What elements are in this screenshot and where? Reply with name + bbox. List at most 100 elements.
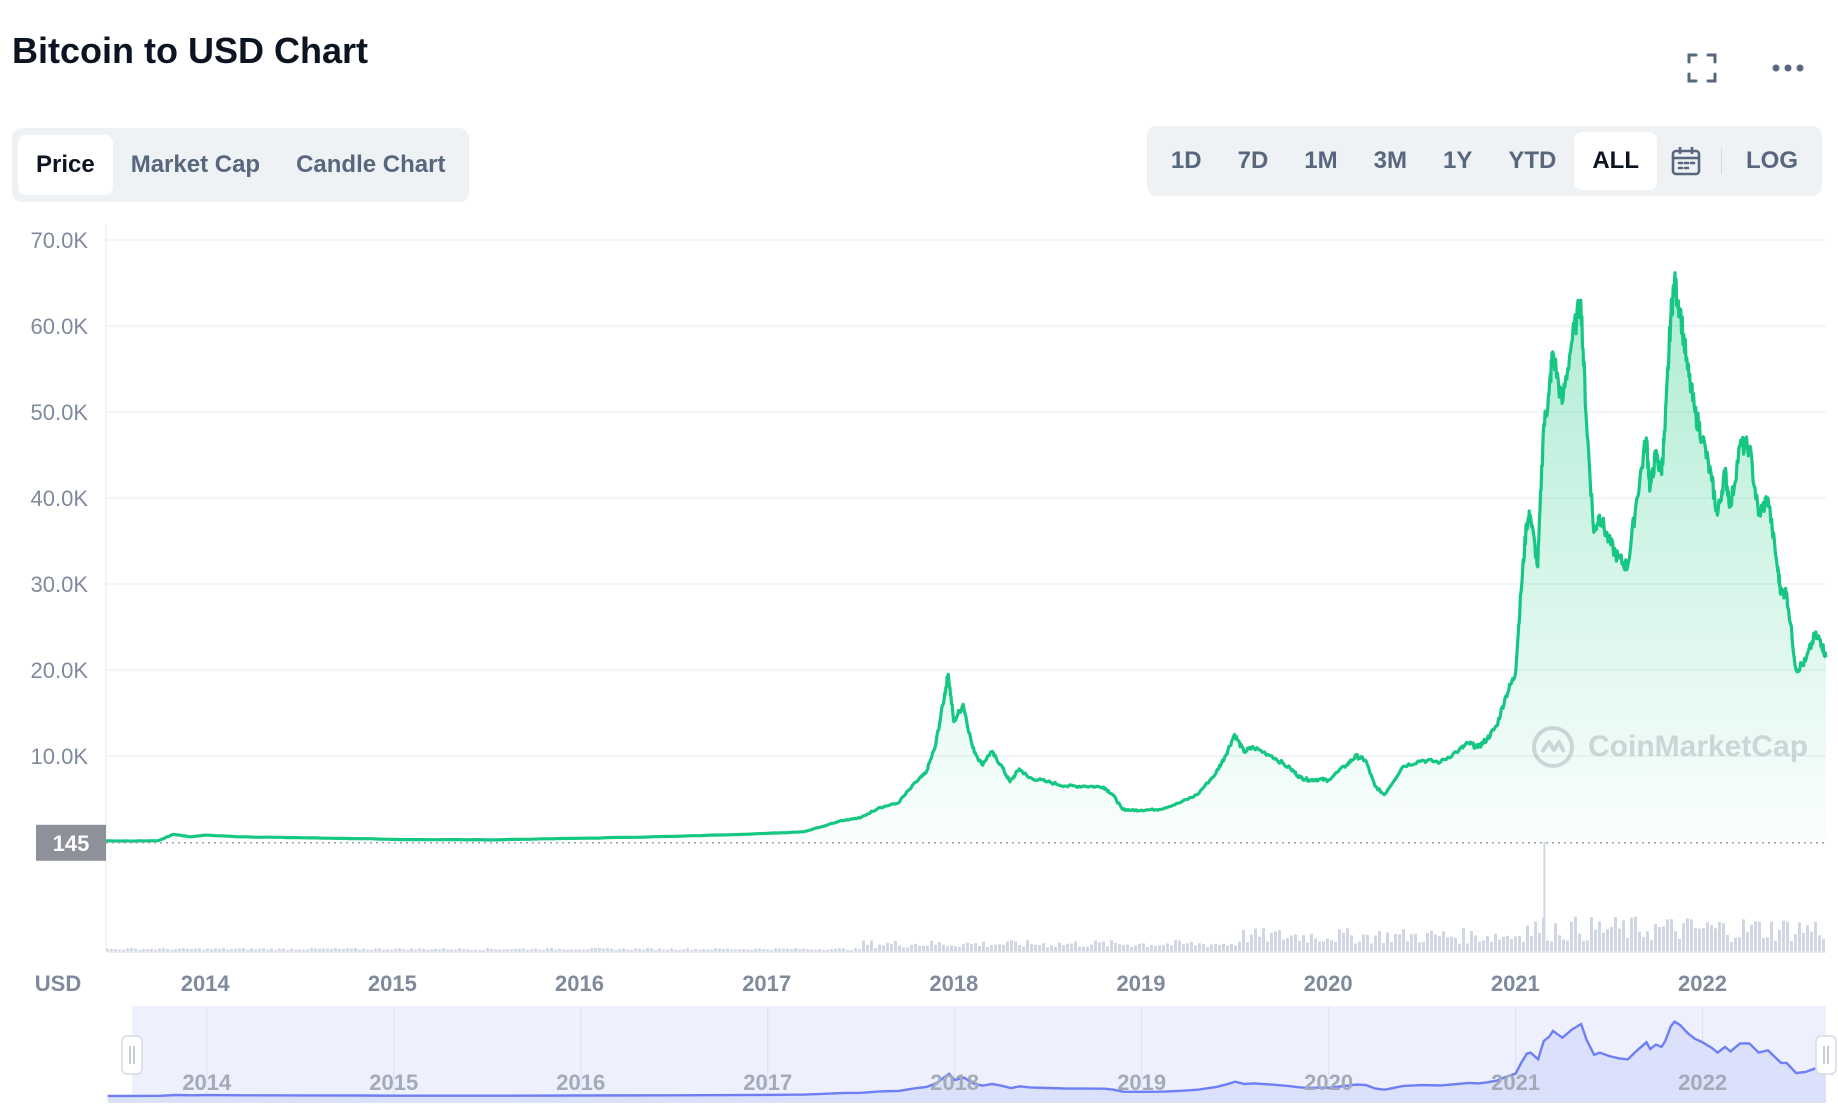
volume-bar xyxy=(578,949,581,952)
volume-bar xyxy=(274,949,277,952)
volume-bar xyxy=(1634,916,1637,952)
volume-bar xyxy=(1486,936,1489,952)
volume-bar xyxy=(306,949,309,952)
volume-bar xyxy=(822,949,825,952)
volume-bar xyxy=(1366,934,1369,952)
volume-bar xyxy=(330,948,333,952)
volume-bar xyxy=(390,949,393,952)
volume-bar xyxy=(1690,919,1693,952)
volume-bar xyxy=(998,944,1001,952)
volume-bar xyxy=(626,949,629,952)
volume-bar xyxy=(1346,928,1349,952)
volume-bar xyxy=(958,947,961,952)
price-line[interactable] xyxy=(106,271,1828,843)
volume-bar xyxy=(1234,945,1237,952)
range-all[interactable]: ALL xyxy=(1574,132,1657,190)
current-price-tag xyxy=(36,824,106,861)
volume-bar xyxy=(662,949,665,952)
volume-bar xyxy=(902,947,905,952)
volume-bar xyxy=(1566,940,1569,952)
volume-bar xyxy=(1322,941,1325,952)
range-ytd[interactable]: YTD xyxy=(1508,147,1557,174)
volume-bar xyxy=(766,949,769,952)
volume-bar xyxy=(1646,931,1649,952)
more-icon[interactable] xyxy=(1768,48,1808,88)
volume-bar xyxy=(1710,925,1713,952)
volume-bar xyxy=(1694,927,1697,952)
volume-bar xyxy=(726,948,729,952)
volume-bar xyxy=(258,948,261,952)
coinmarketcap-logo-icon xyxy=(1532,726,1574,768)
volume-bar xyxy=(1622,920,1625,952)
tab-price[interactable]: Price xyxy=(18,135,113,195)
volume-bar xyxy=(198,948,201,952)
volume-bar xyxy=(494,949,497,952)
volume-bar xyxy=(1714,928,1717,952)
volume-bar xyxy=(1678,938,1681,952)
range-1d[interactable]: 1D xyxy=(1170,147,1202,174)
volume-bar xyxy=(410,948,413,952)
volume-bar xyxy=(210,949,213,952)
volume-bar xyxy=(266,949,269,952)
volume-bar xyxy=(1662,926,1665,952)
tab-market-cap[interactable]: Market Cap xyxy=(130,151,261,178)
volume-bar xyxy=(302,949,305,952)
navigator-handle-right[interactable] xyxy=(1815,1035,1837,1075)
volume-bar xyxy=(1766,937,1769,952)
page-title: Bitcoin to USD Chart xyxy=(12,30,368,71)
volume-bar xyxy=(622,948,625,952)
volume-bar xyxy=(1050,945,1053,952)
range-1y[interactable]: 1Y xyxy=(1442,147,1473,174)
volume-bar xyxy=(1638,931,1641,952)
volume-bar xyxy=(1558,935,1561,952)
volume-bar xyxy=(138,949,141,952)
volume-bar xyxy=(1102,941,1105,952)
volume-bar xyxy=(558,948,561,952)
tab-candle-chart[interactable]: Candle Chart xyxy=(296,151,446,178)
volume-bar xyxy=(514,948,517,952)
volume-bar xyxy=(1778,929,1781,952)
fullscreen-icon[interactable] xyxy=(1682,48,1722,88)
y-tick-label: 60.0K xyxy=(31,314,89,339)
volume-bar xyxy=(1530,935,1533,952)
volume-bar xyxy=(1014,941,1017,952)
volume-bar xyxy=(1350,935,1353,952)
navigator-handle-left[interactable] xyxy=(121,1035,143,1075)
volume-bar xyxy=(1022,946,1025,952)
volume-bar xyxy=(1490,941,1493,952)
volume-bar xyxy=(1026,940,1029,952)
calendar-icon[interactable] xyxy=(1657,132,1715,190)
volume-bar xyxy=(1818,935,1821,952)
volume-bar xyxy=(254,949,257,952)
volume-bar xyxy=(1142,943,1145,952)
range-7d[interactable]: 7D xyxy=(1237,147,1269,174)
volume-bar xyxy=(1738,937,1741,952)
volume-bar xyxy=(1282,939,1285,952)
range-1m[interactable]: 1M xyxy=(1304,147,1338,174)
x-tick-label: 2020 xyxy=(1304,971,1353,996)
volume-bar xyxy=(522,948,525,952)
volume-bar xyxy=(966,942,969,952)
range-divider xyxy=(1721,148,1722,174)
volume-bar xyxy=(598,948,601,952)
volume-bar xyxy=(1134,945,1137,952)
volume-bar xyxy=(386,949,389,952)
current-price-label: 145 xyxy=(53,831,90,856)
volume-bar xyxy=(1090,944,1093,952)
volume-bar xyxy=(1246,942,1249,952)
volume-bar xyxy=(566,949,569,952)
navigator-tick-label: 2021 xyxy=(1491,1070,1540,1095)
volume-bar xyxy=(1286,937,1289,952)
watermark-text: CoinMarketCap xyxy=(1588,730,1809,763)
volume-bar xyxy=(1822,938,1825,952)
range-3m[interactable]: 3M xyxy=(1373,147,1407,174)
volume-bar xyxy=(398,948,401,952)
volume-bar xyxy=(854,948,857,952)
volume-bar xyxy=(182,948,185,952)
volume-bar xyxy=(1602,932,1605,952)
chart-type-tabs: Price Market Cap Candle Chart xyxy=(12,128,470,202)
volume-bar xyxy=(1198,943,1201,952)
log-scale-toggle[interactable]: LOG xyxy=(1746,147,1798,174)
volume-bar xyxy=(666,949,669,952)
